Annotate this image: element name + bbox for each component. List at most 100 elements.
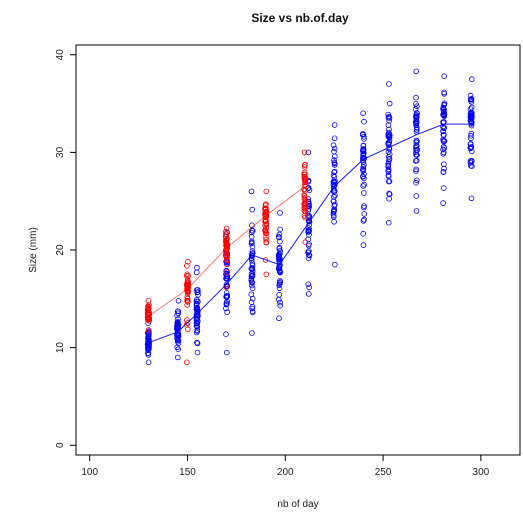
data-point xyxy=(306,252,312,258)
data-point xyxy=(386,190,392,197)
data-point xyxy=(276,263,283,269)
data-point xyxy=(386,139,393,146)
data-point xyxy=(330,181,337,188)
data-point xyxy=(277,299,283,306)
data-point xyxy=(184,359,190,366)
data-point xyxy=(467,141,474,148)
data-point xyxy=(175,308,182,315)
data-point xyxy=(386,129,392,136)
data-point xyxy=(360,147,367,154)
data-point xyxy=(184,271,190,278)
data-point xyxy=(248,257,255,264)
data-point xyxy=(361,181,367,188)
data-point xyxy=(361,203,367,209)
data-point xyxy=(262,202,269,209)
data-point xyxy=(331,219,337,225)
data-point xyxy=(224,235,230,242)
data-point xyxy=(441,161,447,168)
data-point xyxy=(301,149,308,156)
data-point xyxy=(195,287,201,293)
data-point xyxy=(302,197,309,204)
data-point xyxy=(468,76,475,82)
data-point xyxy=(386,118,393,124)
data-point xyxy=(413,101,419,107)
data-point xyxy=(223,305,229,312)
data-point xyxy=(145,333,152,340)
x-tick-label: 300 xyxy=(473,467,490,478)
data-point xyxy=(277,238,283,245)
data-point xyxy=(305,196,312,202)
data-point xyxy=(441,112,448,118)
data-point xyxy=(306,218,313,225)
data-point xyxy=(331,194,337,200)
data-point xyxy=(468,122,475,129)
data-point xyxy=(223,249,229,255)
data-point xyxy=(175,310,182,317)
data-point xyxy=(223,331,229,338)
data-point xyxy=(263,205,269,212)
data-point xyxy=(174,318,181,325)
data-point xyxy=(360,174,366,180)
data-point xyxy=(193,305,200,311)
data-point xyxy=(145,352,152,358)
y-axis: 0 10 20 30 40 xyxy=(55,49,76,448)
data-point xyxy=(413,137,420,144)
data-point xyxy=(249,279,255,286)
data-point xyxy=(413,125,420,131)
data-point xyxy=(276,234,282,241)
data-point xyxy=(468,113,474,120)
data-point xyxy=(385,149,392,155)
data-point xyxy=(193,329,200,336)
data-point xyxy=(331,180,338,186)
data-point xyxy=(223,231,230,238)
data-point xyxy=(467,145,474,151)
data-point xyxy=(305,149,312,156)
data-point xyxy=(468,195,475,202)
data-point xyxy=(468,96,475,102)
data-point xyxy=(331,122,338,128)
data-point xyxy=(248,252,255,258)
data-point xyxy=(360,162,367,168)
data-point xyxy=(263,271,270,278)
data-point xyxy=(145,350,152,357)
data-point xyxy=(412,158,419,164)
data-point xyxy=(440,137,447,144)
data-point xyxy=(386,195,392,202)
data-point xyxy=(360,167,366,174)
data-point xyxy=(263,236,269,243)
data-point xyxy=(249,309,256,316)
data-point xyxy=(185,258,191,265)
data-point xyxy=(440,185,447,191)
data-point xyxy=(262,257,269,263)
data-point xyxy=(224,275,230,282)
data-point xyxy=(263,221,270,228)
data-point xyxy=(276,244,283,251)
data-point xyxy=(248,233,255,240)
data-point xyxy=(306,226,313,233)
data-point xyxy=(248,291,255,298)
data-point xyxy=(223,300,230,306)
data-point xyxy=(275,253,282,259)
y-axis-label: Size (mm) xyxy=(28,227,39,273)
data-point xyxy=(441,73,448,79)
data-point xyxy=(223,225,230,232)
data-point xyxy=(468,157,475,164)
data-point xyxy=(301,164,308,170)
data-point xyxy=(386,100,393,107)
data-point xyxy=(468,104,475,111)
data-point xyxy=(361,216,367,223)
data-point xyxy=(185,299,191,305)
data-point xyxy=(145,306,151,313)
data-point xyxy=(361,134,367,140)
data-point xyxy=(145,345,151,351)
data-point xyxy=(468,118,475,125)
data-point xyxy=(223,293,230,300)
data-point xyxy=(385,219,392,226)
data-point xyxy=(145,297,152,304)
data-point xyxy=(440,125,447,132)
y-tick-label: 10 xyxy=(55,342,66,354)
data-point xyxy=(331,148,337,155)
data-point xyxy=(360,230,367,237)
data-point xyxy=(184,262,190,269)
